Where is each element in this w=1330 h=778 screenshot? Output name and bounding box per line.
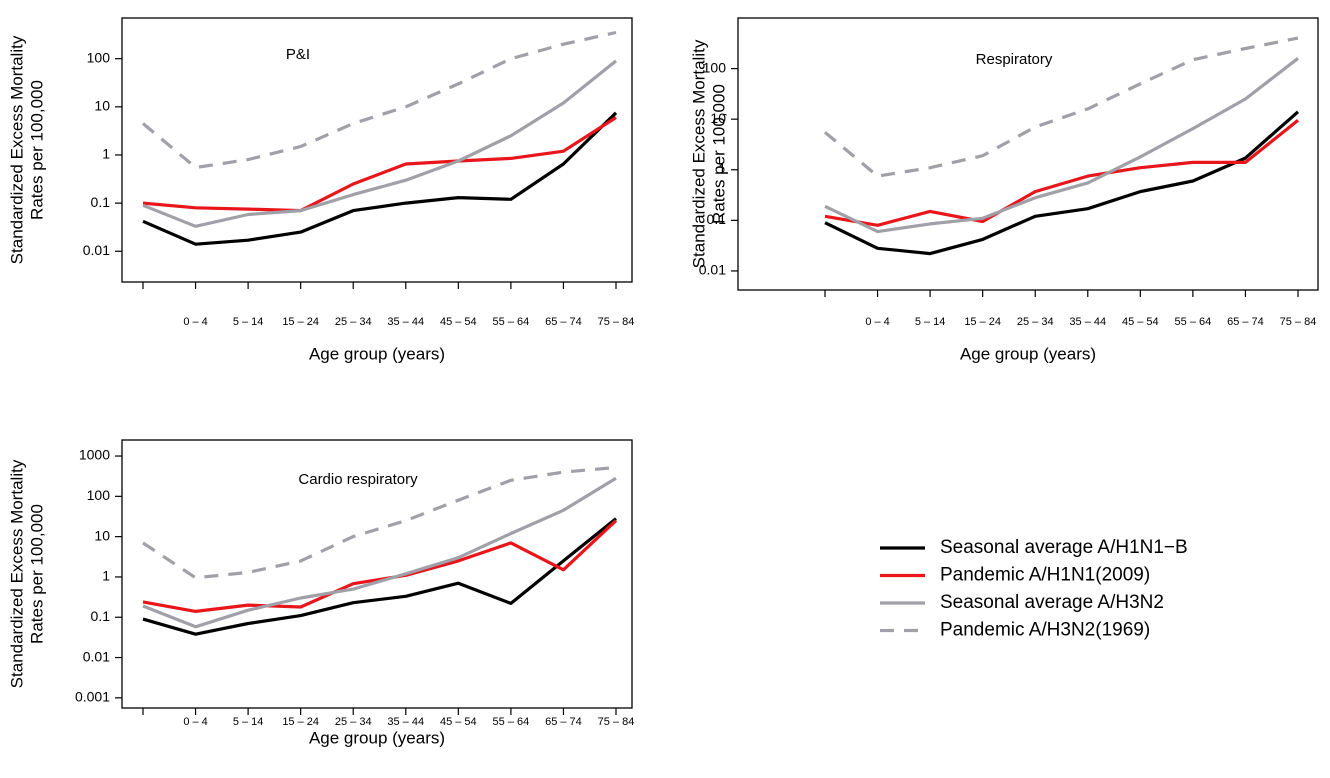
x-tick-label: 0 – 4 xyxy=(865,316,889,328)
x-tick-label: 25 – 34 xyxy=(1017,316,1054,328)
plot-frame xyxy=(737,17,1319,291)
y-tick-label: 1 xyxy=(102,146,110,162)
y-tick-label: 0.1 xyxy=(91,194,111,210)
panel: 0.01 0.1 1 10 100 0 – 4 5 – 14 15 – 24 25 – 34 35… xyxy=(689,17,1319,363)
x-tick-label: 35 – 44 xyxy=(1069,316,1106,328)
plot-frame xyxy=(121,17,633,283)
series-line xyxy=(142,59,617,228)
x-tick-label: 5 – 14 xyxy=(915,316,946,328)
plot-frame xyxy=(121,439,633,709)
legend: Seasonal average A/H1N1−B Pandemic A/H1N1… xyxy=(880,537,1188,641)
x-tick-label: 75 – 84 xyxy=(598,316,635,328)
y-tick-label: 0.1 xyxy=(707,211,727,227)
panel: 0.001 0.01 0.1 1 10 100 1000 0 – 4 5 – 14 15 – 24… xyxy=(7,439,635,747)
y-tick-label: 10 xyxy=(94,527,110,543)
y-tick-label: 0.001 xyxy=(75,689,110,705)
x-tick-label: 45 – 54 xyxy=(440,316,477,328)
y-tick-label: 1 xyxy=(718,160,726,176)
legend-label: Pandemic A/H1N1(2009) xyxy=(940,565,1150,586)
x-tick-label: 25 – 34 xyxy=(335,316,372,328)
y-axis-title: Standardized Excess Mortality xyxy=(7,35,26,264)
x-tick-label: 15 – 24 xyxy=(964,316,1001,328)
series-line xyxy=(824,119,1299,227)
x-tick-label: 5 – 14 xyxy=(233,716,264,728)
x-tick-label: 55 – 64 xyxy=(493,316,530,328)
x-tick-label: 65 – 74 xyxy=(545,316,582,328)
series-line xyxy=(142,476,617,629)
x-tick-label: 25 – 34 xyxy=(335,716,372,728)
series-line xyxy=(142,519,618,613)
series-line xyxy=(142,116,617,213)
x-tick-label: 15 – 24 xyxy=(282,316,319,328)
y-tick-label: 0.01 xyxy=(83,242,110,258)
legend-label: Pandemic A/H3N2(1969) xyxy=(940,620,1150,641)
x-tick-label: 5 – 14 xyxy=(233,316,264,328)
y-tick-label: 10 xyxy=(94,98,110,114)
x-tick-label: 35 – 44 xyxy=(387,316,424,328)
series-line xyxy=(141,30,617,170)
y-tick-label: 100 xyxy=(87,49,111,65)
y-axis-title: Rates per 100,000 xyxy=(27,80,46,220)
series-line xyxy=(142,111,618,246)
x-tick-label: 55 – 64 xyxy=(493,716,530,728)
series-line xyxy=(142,517,618,636)
x-tick-label: 0 – 4 xyxy=(183,316,207,328)
series-line xyxy=(823,36,1299,178)
x-tick-label: 55 – 64 xyxy=(1175,316,1212,328)
series-line xyxy=(824,110,1300,256)
chart-title: Cardio respiratory xyxy=(298,471,418,488)
y-tick-label: 100 xyxy=(703,59,727,75)
series-line xyxy=(142,465,617,580)
y-tick-label: 0.1 xyxy=(91,608,111,624)
chart-title: P&I xyxy=(286,46,310,63)
y-axis-title: Rates per 100,000 xyxy=(27,504,46,644)
x-tick-label: 65 – 74 xyxy=(545,716,582,728)
y-axis-title: Standardized Excess Mortality xyxy=(689,39,708,268)
y-tick-label: 10 xyxy=(710,110,726,126)
x-tick-label: 75 – 84 xyxy=(598,716,635,728)
x-tick-label: 35 – 44 xyxy=(387,716,424,728)
x-tick-label: 45 – 54 xyxy=(1122,316,1159,328)
x-tick-label: 75 – 84 xyxy=(1280,316,1317,328)
y-tick-label: 0.01 xyxy=(699,262,726,278)
y-tick-label: 0.01 xyxy=(83,648,110,664)
y-tick-label: 1 xyxy=(102,568,110,584)
legend-label: Seasonal average A/H1N1−B xyxy=(940,537,1188,558)
chart-title: Respiratory xyxy=(976,51,1053,68)
x-axis-title: Age group (years) xyxy=(309,344,445,363)
x-tick-label: 15 – 24 xyxy=(282,716,319,728)
y-tick-label: 100 xyxy=(87,487,111,503)
x-axis-title: Age group (years) xyxy=(309,728,445,747)
series-line xyxy=(824,57,1299,234)
y-axis-title: Rates per 100,000 xyxy=(709,84,728,224)
x-tick-label: 65 – 74 xyxy=(1227,316,1264,328)
panel: 0.01 0.1 1 10 100 0 – 4 5 – 14 15 – 24 25 – 34 35… xyxy=(7,17,635,363)
x-tick-label: 45 – 54 xyxy=(440,716,477,728)
x-tick-label: 0 – 4 xyxy=(183,716,207,728)
y-tick-label: 1000 xyxy=(79,447,110,463)
legend-label: Seasonal average A/H3N2 xyxy=(940,592,1164,613)
y-axis-title: Standardized Excess Mortality xyxy=(7,459,26,688)
x-axis-title: Age group (years) xyxy=(960,344,1096,363)
